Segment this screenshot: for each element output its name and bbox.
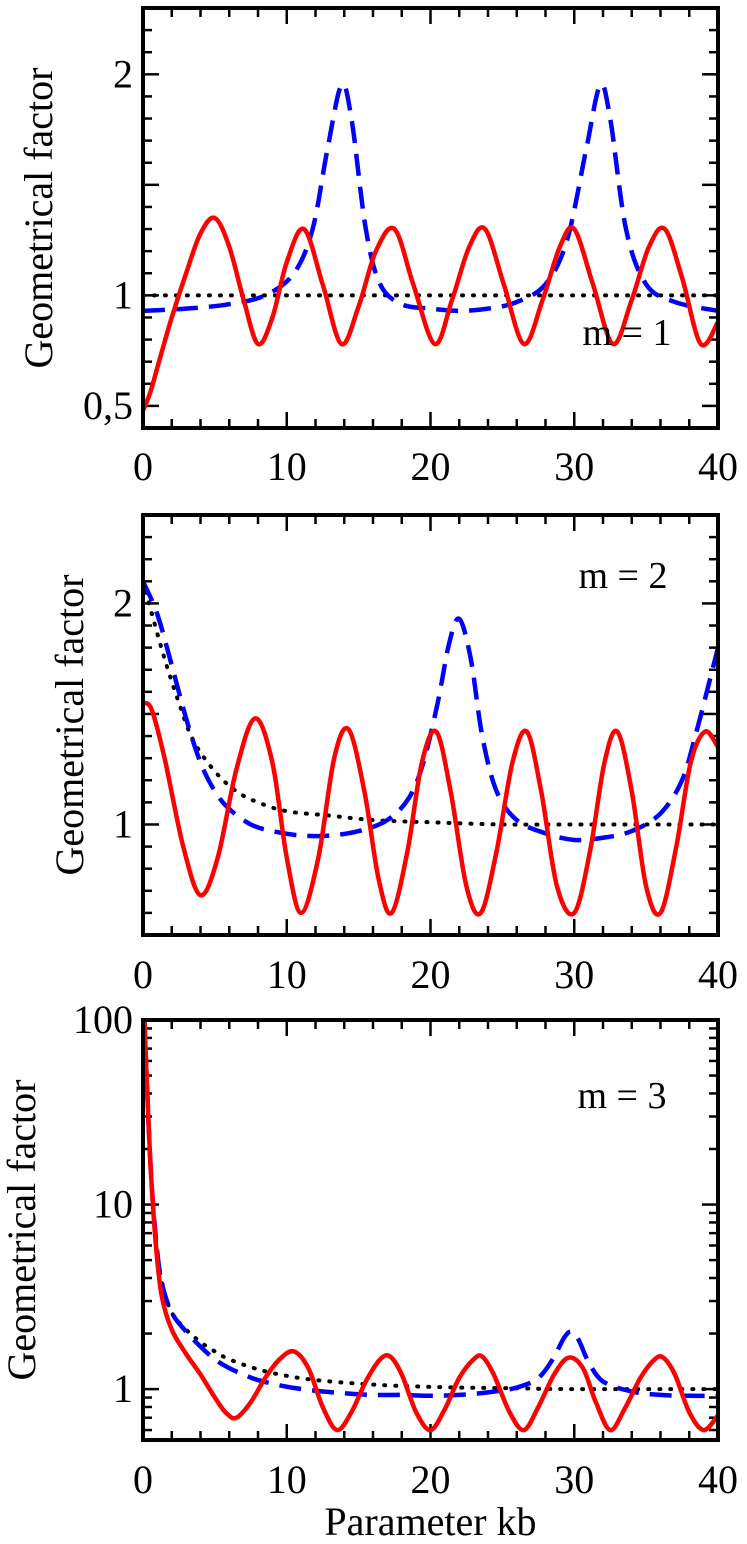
- series-group: [143, 81, 718, 413]
- panel-m2: 0 10 20 30 40 1 2 Geometrical factor m = 2: [47, 513, 738, 997]
- panel-annotation: m = 1: [583, 312, 672, 354]
- plot-frame: [141, 1018, 720, 1442]
- x-tick-label: 20: [411, 444, 451, 489]
- panel-m1: 0 10 20 30 40 0,5 1 2 Geometrical factor m = 1: [16, 6, 738, 489]
- y-tick-label: 2: [113, 580, 133, 625]
- series-line-dashed: [143, 1020, 718, 1399]
- x-tick-label: 30: [554, 444, 594, 489]
- y-tick-label: 0,5: [83, 383, 133, 428]
- x-tick-label: 20: [411, 952, 451, 997]
- y-tick-label: 2: [113, 51, 133, 96]
- x-tick-label: 10: [267, 952, 307, 997]
- plot-frame: [141, 513, 720, 937]
- panel-annotation: m = 2: [579, 555, 668, 597]
- y-axis-title: Geometrical factor: [0, 1080, 44, 1381]
- x-tick-label: 30: [554, 1457, 594, 1502]
- x-tick-label: 20: [411, 1457, 451, 1502]
- y-tick-label: 1: [113, 272, 133, 317]
- x-tick-label: 10: [267, 444, 307, 489]
- y-tick-label: 10: [93, 1182, 133, 1227]
- plot-frame: [141, 6, 720, 430]
- series-line-dashed: [143, 580, 718, 843]
- series-line-dotted: [143, 1020, 718, 1392]
- series-group: [143, 579, 718, 917]
- x-tick-label: 10: [267, 1457, 307, 1502]
- x-tick-label: 30: [554, 952, 594, 997]
- panel-m3: 0 10 20 30 40 1 10 100 Geometrical factor m = 3 Pa…: [0, 997, 738, 1544]
- x-axis-title: Parameter kb: [324, 1499, 536, 1544]
- x-tick-label: 0: [133, 952, 153, 997]
- panel-annotation: m = 3: [578, 1075, 667, 1117]
- y-tick-label: 1: [113, 1366, 133, 1411]
- x-tick-label: 40: [698, 444, 738, 489]
- y-axis-title: Geometrical factor: [16, 68, 61, 369]
- series-line-dashed: [143, 81, 718, 314]
- series-line-solid: [143, 700, 718, 917]
- series-line-solid: [143, 1020, 718, 1433]
- tick-marks: [141, 6, 720, 430]
- x-tick-label: 40: [698, 1457, 738, 1502]
- x-tick-label: 0: [133, 1457, 153, 1502]
- x-tick-label: 40: [698, 952, 738, 997]
- series-group: [143, 1020, 718, 1433]
- y-axis-title: Geometrical factor: [47, 575, 92, 876]
- series-line-solid: [143, 215, 718, 413]
- x-tick-label: 0: [133, 444, 153, 489]
- y-tick-label: 1: [113, 801, 133, 846]
- y-tick-label: 100: [73, 997, 133, 1042]
